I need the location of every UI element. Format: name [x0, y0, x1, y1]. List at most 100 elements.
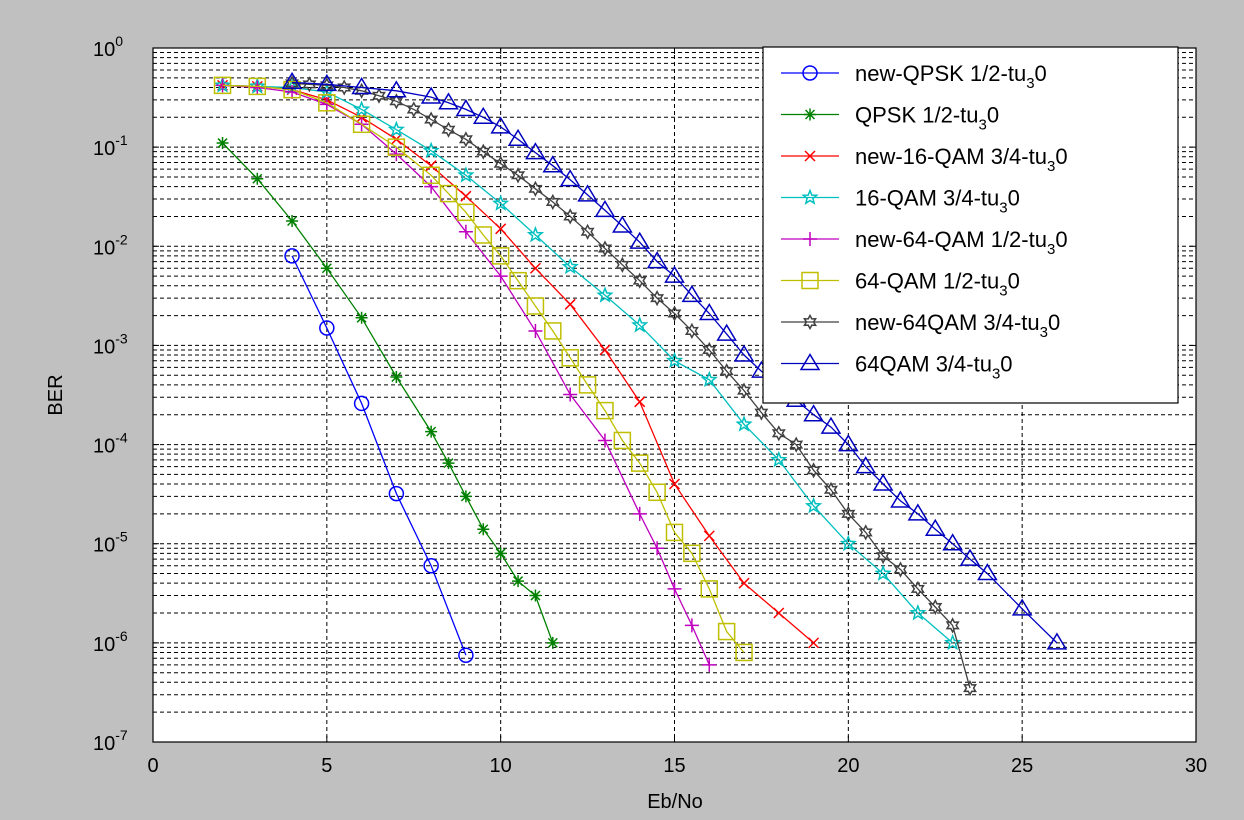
square-marker [439, 184, 458, 203]
hexagram-marker [876, 547, 891, 565]
data-point-marker [319, 97, 334, 112]
data-point-marker [458, 131, 473, 148]
triangle-marker [629, 231, 651, 249]
plus-marker [650, 541, 665, 556]
data-point-marker [719, 363, 734, 380]
data-point-marker [424, 179, 439, 194]
data-point-marker [528, 323, 543, 338]
x-marker [634, 396, 646, 408]
x-marker [738, 577, 750, 589]
plus-marker [684, 618, 699, 633]
data-point-marker [841, 505, 856, 523]
triangle-marker [924, 518, 946, 536]
data-point-marker [316, 73, 338, 92]
data-point-marker [703, 530, 715, 542]
triangle-marker [594, 199, 616, 218]
data-point-marker [422, 141, 440, 159]
series-6 [213, 76, 753, 662]
plus-marker [528, 323, 543, 338]
star-marker [355, 311, 368, 324]
data-point-marker [890, 490, 911, 508]
data-point-marker [874, 564, 892, 581]
data-point-marker [963, 680, 977, 697]
plus-marker [632, 506, 647, 521]
data-point-marker [425, 160, 437, 172]
triangle-marker [1046, 632, 1068, 650]
data-point-marker [650, 289, 665, 307]
triangle-marker [890, 490, 911, 508]
data-point-marker [387, 120, 406, 137]
hexagram-marker [719, 363, 734, 380]
square-marker [387, 138, 406, 156]
data-point-marker [802, 65, 818, 81]
square-marker [665, 523, 684, 542]
star-marker [390, 371, 403, 384]
triangle-marker [942, 533, 963, 551]
circle-marker [284, 248, 300, 264]
pentagram-marker [631, 316, 649, 333]
star-marker [477, 523, 490, 536]
data-point-marker [942, 533, 963, 551]
x-tick-label: 10 [490, 755, 512, 777]
hexagram-marker [337, 79, 352, 96]
hexagram-marker [528, 180, 543, 197]
data-point-marker [578, 376, 597, 394]
data-point-marker [390, 371, 403, 384]
triangle-marker [420, 86, 442, 104]
data-point-marker [1046, 632, 1068, 650]
pentagram-marker [874, 564, 892, 581]
series-line [222, 142, 554, 644]
data-point-marker [248, 77, 267, 96]
data-point-marker [632, 506, 647, 521]
data-point-marker [700, 370, 718, 388]
hexagram-marker [476, 143, 491, 160]
pentagram-marker [665, 351, 684, 369]
triangle-marker [281, 71, 303, 90]
data-point-marker [596, 286, 614, 303]
data-point-marker [808, 637, 820, 649]
triangle-marker [907, 503, 929, 521]
star-marker [320, 262, 333, 275]
plus-marker [803, 232, 817, 246]
data-point-marker [386, 80, 407, 98]
data-point-marker [495, 223, 507, 235]
series-7 [284, 75, 977, 697]
data-point-marker [389, 147, 404, 162]
x-tick-label: 5 [321, 755, 332, 777]
square-marker [613, 431, 632, 450]
y-tick-label: 100 [93, 33, 123, 61]
data-point-marker [738, 577, 750, 589]
data-point-marker [351, 76, 372, 95]
data-point-marker [754, 404, 769, 421]
data-point-marker [474, 226, 493, 244]
y-tick-label: 10-1 [93, 132, 128, 160]
square-marker [318, 94, 336, 112]
pentagram-marker [700, 370, 718, 388]
x-tick-label: 30 [1185, 755, 1207, 777]
y-tick-label: 10-3 [93, 330, 128, 358]
data-point-marker [425, 425, 438, 438]
square-marker [422, 166, 440, 185]
data-point-marker [684, 322, 699, 339]
data-point-marker [629, 231, 651, 249]
triangle-marker [698, 303, 720, 321]
x-marker [564, 298, 576, 310]
star-marker [459, 490, 472, 503]
hexagram-marker [632, 272, 647, 289]
data-point-marker [422, 166, 440, 185]
data-point-marker [665, 523, 684, 542]
data-point-marker [251, 172, 264, 185]
data-point-marker [319, 77, 334, 94]
hexagram-marker [754, 404, 769, 421]
data-point-marker [353, 395, 370, 412]
hexagram-marker [597, 240, 612, 257]
square-marker [526, 297, 545, 315]
x-marker [668, 478, 681, 490]
pentagram-marker [801, 188, 819, 205]
data-point-marker [872, 473, 894, 491]
data-point-marker [612, 215, 633, 233]
data-point-marker [789, 436, 804, 453]
hexagram-marker [441, 121, 456, 138]
data-point-marker [858, 524, 873, 541]
data-point-marker [664, 265, 685, 283]
